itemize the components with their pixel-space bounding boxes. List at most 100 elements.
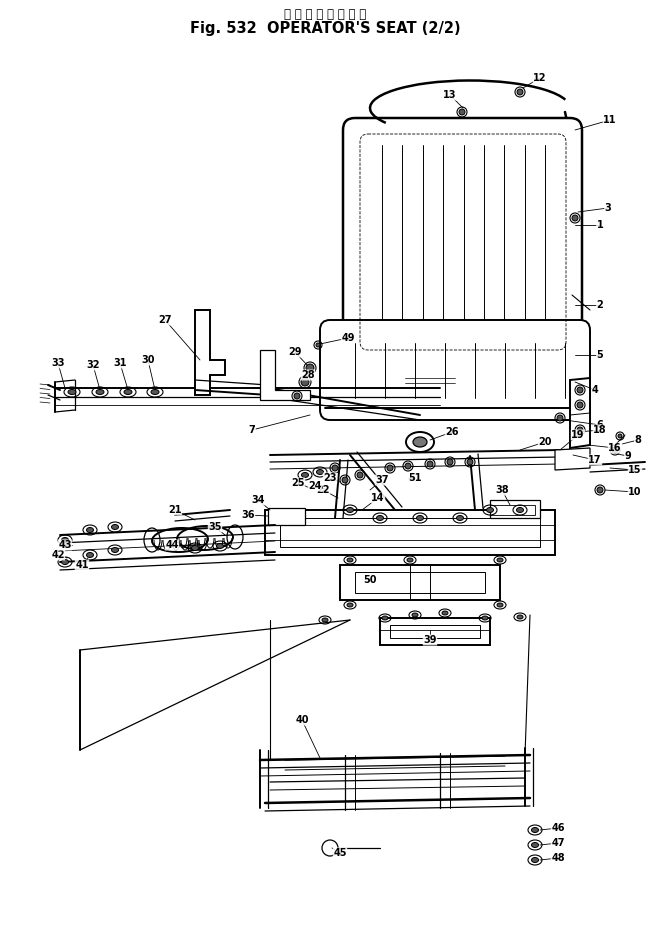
Text: 19: 19 [571,430,585,440]
FancyBboxPatch shape [320,320,590,420]
Text: 49: 49 [341,333,355,343]
Ellipse shape [456,516,463,520]
Circle shape [557,415,563,421]
FancyBboxPatch shape [343,118,582,357]
Polygon shape [268,508,305,525]
Circle shape [306,364,314,372]
Circle shape [577,402,583,408]
Ellipse shape [124,390,132,394]
Ellipse shape [442,611,448,615]
Text: 30: 30 [141,355,155,365]
Circle shape [342,477,348,483]
Ellipse shape [517,507,523,513]
Text: 38: 38 [495,485,509,495]
Ellipse shape [86,553,94,557]
Ellipse shape [216,543,224,549]
Polygon shape [260,350,310,400]
Text: 33: 33 [51,358,65,368]
Text: 40: 40 [295,715,309,725]
Ellipse shape [96,390,104,394]
Ellipse shape [347,558,353,562]
Circle shape [405,463,411,469]
Text: 44: 44 [165,540,179,550]
Text: 46: 46 [551,823,565,833]
Text: 39: 39 [423,635,437,645]
Ellipse shape [62,559,68,564]
Text: 26: 26 [445,427,459,437]
Circle shape [294,393,300,399]
Text: オ ペ レ ー タ シ ー ト: オ ペ レ ー タ シ ー ト [284,8,366,21]
Text: 36: 36 [241,510,255,520]
Ellipse shape [376,516,384,520]
Polygon shape [490,500,540,518]
Text: 50: 50 [363,575,377,585]
Ellipse shape [382,616,388,620]
Ellipse shape [302,472,309,478]
Text: 11: 11 [603,115,617,125]
Polygon shape [265,510,555,555]
Ellipse shape [532,858,538,863]
Ellipse shape [413,437,427,447]
Circle shape [612,447,618,453]
Text: 32: 32 [86,360,99,370]
Circle shape [459,109,465,115]
Ellipse shape [497,558,503,562]
Text: 20: 20 [538,437,552,447]
Polygon shape [195,310,225,395]
Text: 6: 6 [597,420,603,430]
Circle shape [447,459,453,465]
Text: Fig. 532  OPERATOR'S SEAT (2/2): Fig. 532 OPERATOR'S SEAT (2/2) [190,21,460,35]
Circle shape [597,487,603,493]
Ellipse shape [346,507,354,513]
Text: 25: 25 [291,478,305,488]
Text: 34: 34 [252,495,265,505]
Ellipse shape [347,603,353,607]
Text: 9: 9 [625,451,631,461]
Circle shape [577,387,583,393]
Text: 7: 7 [248,425,255,435]
Circle shape [467,459,473,465]
Text: 24: 24 [308,481,322,491]
Ellipse shape [317,469,324,475]
Text: 21: 21 [168,505,182,515]
Ellipse shape [192,545,198,551]
Text: 3: 3 [604,203,612,213]
Text: 29: 29 [288,347,302,357]
Text: 35: 35 [208,522,222,532]
Circle shape [357,472,363,478]
Text: 15: 15 [629,465,642,475]
Text: 2: 2 [597,300,603,310]
Circle shape [301,378,309,386]
Circle shape [316,343,320,347]
Text: 1: 1 [597,220,603,230]
Text: 17: 17 [588,455,602,465]
Bar [356,571,380,589]
Text: 47: 47 [551,838,565,848]
Text: 51: 51 [408,473,422,483]
Circle shape [618,434,622,438]
Bar [400,362,460,388]
Ellipse shape [322,618,328,622]
Ellipse shape [482,616,488,620]
Ellipse shape [517,615,523,619]
Ellipse shape [532,828,538,832]
Text: 41: 41 [75,560,89,570]
Ellipse shape [417,516,424,520]
Text: 16: 16 [608,443,622,453]
Text: 8: 8 [634,435,642,445]
Ellipse shape [407,558,413,562]
Circle shape [427,461,433,467]
Text: 45: 45 [333,848,346,858]
Circle shape [332,465,338,471]
Text: 27: 27 [158,315,172,325]
Ellipse shape [412,613,418,617]
Text: 4: 4 [592,385,599,395]
Ellipse shape [112,548,118,553]
Ellipse shape [68,390,76,394]
Text: 13: 13 [443,90,457,100]
Circle shape [577,427,583,433]
Polygon shape [570,378,590,448]
Polygon shape [340,565,500,600]
Text: 22: 22 [317,485,330,495]
Ellipse shape [86,527,94,533]
